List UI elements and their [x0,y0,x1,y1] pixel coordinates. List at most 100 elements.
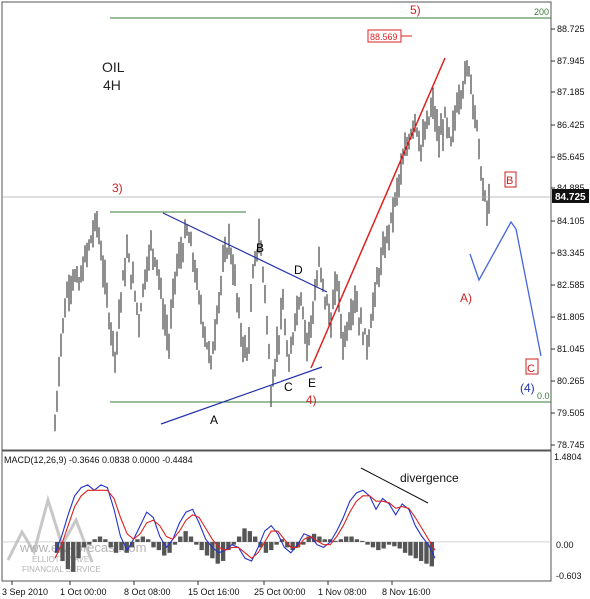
triangle-upper-line [162,212,328,293]
macd-tick-top: 1.4804 [554,452,582,462]
price-tick-label: 78.745 [557,440,585,450]
macd-histogram-bar [71,541,76,572]
macd-histogram-bar [258,541,263,548]
triangle-label-d: D [294,263,303,277]
macd-histogram-bar [194,541,199,545]
macd-histogram-bar [253,536,258,542]
triangle-label-a: A [210,413,218,427]
macd-histogram-bar [129,541,135,548]
macd-tick-zero: 0.00 [556,540,574,550]
macd-histogram-bar [397,541,402,549]
wave-label-4: 4) [306,393,317,407]
divergence-line [360,467,429,504]
time-axis: 3 Sep 2010 1 Oct 00:00 8 Oct 08:00 15 Oct 1… [2,581,431,597]
triangle-label-c: C [284,380,293,394]
signal-line [54,489,436,560]
macd-histogram-bar [226,541,231,551]
macd-histogram-bar [145,539,151,542]
price-tick-label: 86.425 [557,120,585,130]
macd-histogram-bar [103,539,108,542]
macd-histogram-bar [210,541,215,559]
time-tick-label: 8 Nov 16:00 [382,587,431,597]
price-tick-label: 83.345 [557,248,585,258]
wave-label-c-box [525,358,539,375]
macd-histogram-bar [370,541,376,548]
chart-timeframe: 4H [103,77,121,93]
macd-histogram-bar [290,541,295,551]
macd-histogram-bar [76,541,81,559]
macd-histogram-bar [215,541,220,564]
current-price-label: 84.725 [555,192,586,203]
macd-histogram-bar [279,539,285,542]
macd-histogram-bar [108,541,113,548]
price-tick-label: 79.505 [557,408,585,418]
macd-histogram-bar [81,541,87,548]
price-tick-label: 88.725 [557,24,585,34]
watermark-wave-icon [6,494,94,563]
macd-histogram-bar [135,539,140,542]
macd-line [54,484,436,562]
macd-histogram-bar [124,541,129,553]
macd-histogram-bar [65,541,71,570]
macd-histogram-bar [360,540,365,542]
macd-histogram-bar [322,539,327,542]
price-tick-label: 84.885 [557,183,585,193]
wave-label-b-red: B [506,175,513,187]
macd-histogram-bar [274,541,279,545]
macd-histogram-bar [172,541,178,545]
price-tick-label: 87.945 [557,56,585,66]
time-tick-label: 1 Nov 08:00 [318,587,367,597]
macd-histogram-bar [317,536,322,542]
macd-histogram-bar [156,541,162,551]
macd-histogram-bar [327,539,333,542]
time-tick-label: 3 Sep 2010 [2,587,48,597]
time-tick-label: 25 Oct 00:00 [254,587,306,597]
wave-label-3: 3) [112,181,123,195]
macd-histogram-bar [162,541,167,556]
macd-histogram-bar [301,541,306,545]
divergence-label: divergence [400,471,459,485]
macd-histogram-bar [269,541,274,551]
macd-histogram-bar [381,541,386,549]
wave-label-5: 5) [410,3,421,17]
price-tick-label: 84.105 [557,216,585,226]
macd-histogram-bar [236,536,242,542]
price-tick-label: 87.185 [557,87,585,97]
macd-histogram-bar [167,541,172,553]
macd-histogram-bar [113,541,119,553]
watermark-line-2: FINANCIAL SERVICE [22,565,101,574]
macd-histogram-bar [87,541,92,545]
macd-histogram-bar [151,541,156,548]
macd-histogram-bar [418,541,424,561]
triangle-label-b: B [256,241,264,255]
wave-label-a-red: A) [460,291,472,305]
time-tick-label: 1 Oct 00:00 [60,587,107,597]
macd-histogram-bar [402,541,408,553]
macd-histogram-bar [119,541,124,551]
macd-histogram-bar [424,541,429,564]
macd-histogram-bar [140,536,145,542]
macd-histogram-bar [263,541,269,553]
price-tick-label: 82.585 [557,280,585,290]
macd-histogram-bar [413,541,418,559]
macd-histogram-bar [392,541,397,547]
macd-histogram-bar [408,541,413,556]
macd-histogram-bar [311,533,317,542]
macd-histogram-bar [188,536,194,542]
macd-histogram-bar [247,531,253,542]
macd-histogram-bar [204,541,210,556]
wave-label-c-red: C [527,363,535,375]
macd-tick-bottom: -0.603 [556,571,582,581]
macd-histogram-bar [242,528,247,542]
macd-histogram-bar [199,541,204,551]
macd-pane-frame [1,450,552,582]
price-tick-label: 80.265 [557,376,585,386]
triangle-lower-line [160,366,323,425]
wave-5-trendline [310,57,446,369]
macd-histogram-bar [354,539,360,542]
high-price-label: 88.569 [370,32,398,42]
wave-label-b-box [504,171,517,188]
macd-histogram-bar [386,541,392,545]
macd-histogram-bar [349,536,354,542]
macd-histogram-bar [338,539,344,542]
